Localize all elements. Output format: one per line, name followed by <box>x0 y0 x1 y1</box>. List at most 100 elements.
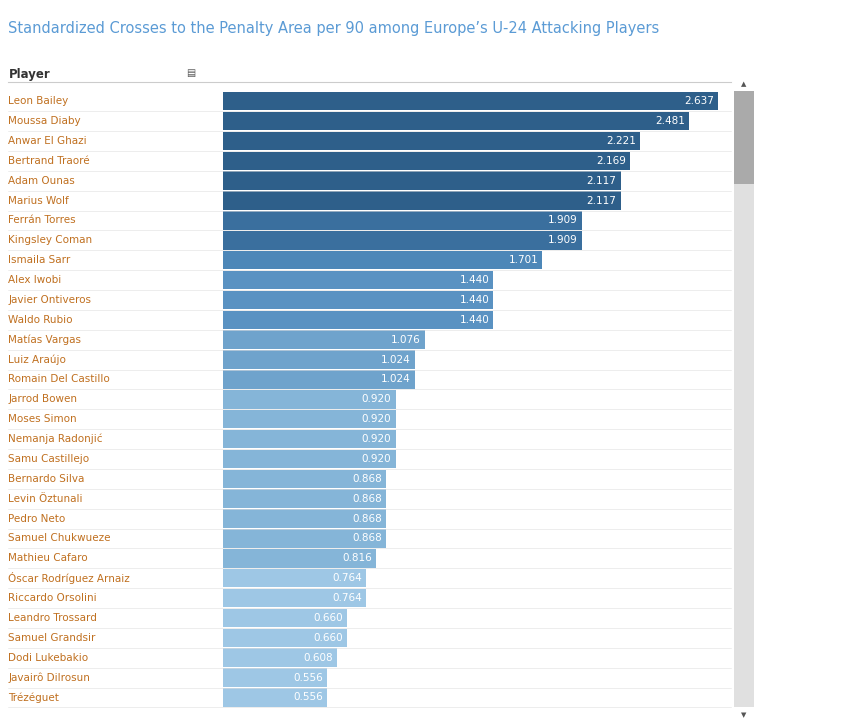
Text: 1.024: 1.024 <box>381 355 411 365</box>
FancyBboxPatch shape <box>223 151 630 170</box>
Text: 0.920: 0.920 <box>362 454 392 464</box>
Text: 2.221: 2.221 <box>606 136 636 146</box>
Text: 0.920: 0.920 <box>362 414 392 424</box>
Text: 1.440: 1.440 <box>459 314 490 325</box>
Text: 0.868: 0.868 <box>352 513 381 523</box>
Text: ▤: ▤ <box>187 67 196 78</box>
Text: Anwar El Ghazi: Anwar El Ghazi <box>8 136 87 146</box>
Text: Javairô Dilrosun: Javairô Dilrosun <box>8 672 90 683</box>
Text: Matías Vargas: Matías Vargas <box>8 335 81 345</box>
Text: 1.909: 1.909 <box>548 236 577 246</box>
Text: 1.909: 1.909 <box>548 215 577 225</box>
FancyBboxPatch shape <box>223 112 690 130</box>
Text: 0.764: 0.764 <box>333 593 362 603</box>
FancyBboxPatch shape <box>223 589 366 607</box>
FancyBboxPatch shape <box>223 529 386 548</box>
FancyBboxPatch shape <box>223 609 347 628</box>
Text: 1.701: 1.701 <box>509 255 538 265</box>
Text: Levin Öztunali: Levin Öztunali <box>8 494 83 504</box>
Text: 2.169: 2.169 <box>597 156 626 166</box>
FancyBboxPatch shape <box>223 410 396 429</box>
Text: Trézéguet: Trézéguet <box>8 692 59 703</box>
Text: 0.764: 0.764 <box>333 573 362 583</box>
Text: 0.660: 0.660 <box>313 633 343 643</box>
Text: Moses Simon: Moses Simon <box>8 414 77 424</box>
FancyBboxPatch shape <box>223 629 347 647</box>
Text: ▲: ▲ <box>741 81 746 87</box>
Text: Óscar Rodríguez Arnaiz: Óscar Rodríguez Arnaiz <box>8 572 130 584</box>
FancyBboxPatch shape <box>223 271 494 289</box>
FancyBboxPatch shape <box>223 172 620 190</box>
Text: 2.117: 2.117 <box>587 195 616 205</box>
Text: Dodi Lukebakio: Dodi Lukebakio <box>8 653 89 663</box>
Text: Romain Del Castillo: Romain Del Castillo <box>8 375 111 384</box>
Text: Moussa Diaby: Moussa Diaby <box>8 116 81 126</box>
FancyBboxPatch shape <box>223 689 327 707</box>
Text: Samuel Chukwueze: Samuel Chukwueze <box>8 533 111 544</box>
Text: Riccardo Orsolini: Riccardo Orsolini <box>8 593 97 603</box>
Text: 1.076: 1.076 <box>391 335 421 345</box>
Text: 0.868: 0.868 <box>352 494 381 504</box>
Text: Leon Bailey: Leon Bailey <box>8 96 68 106</box>
FancyBboxPatch shape <box>223 350 415 369</box>
Text: 1.024: 1.024 <box>381 375 411 384</box>
Text: 0.660: 0.660 <box>313 613 343 623</box>
Text: Kingsley Coman: Kingsley Coman <box>8 236 93 246</box>
FancyBboxPatch shape <box>223 370 415 388</box>
Text: 0.868: 0.868 <box>352 474 381 484</box>
FancyBboxPatch shape <box>223 430 396 448</box>
FancyBboxPatch shape <box>223 231 582 250</box>
FancyBboxPatch shape <box>223 449 396 468</box>
Text: Samu Castillejo: Samu Castillejo <box>8 454 89 464</box>
FancyBboxPatch shape <box>223 291 494 309</box>
Text: 0.816: 0.816 <box>342 554 372 564</box>
FancyBboxPatch shape <box>223 648 337 667</box>
Text: Waldo Rubio: Waldo Rubio <box>8 314 73 325</box>
FancyBboxPatch shape <box>223 569 366 587</box>
Text: 0.556: 0.556 <box>293 692 323 702</box>
FancyBboxPatch shape <box>223 330 425 349</box>
Text: 2.481: 2.481 <box>655 116 685 126</box>
Text: Luiz Araújo: Luiz Araújo <box>8 355 67 365</box>
FancyBboxPatch shape <box>223 311 494 329</box>
Text: Ferrán Torres: Ferrán Torres <box>8 215 76 225</box>
FancyBboxPatch shape <box>223 192 620 210</box>
Text: Player: Player <box>8 67 50 80</box>
FancyBboxPatch shape <box>733 91 754 184</box>
Text: Nemanja Radonjić: Nemanja Radonjić <box>8 434 103 444</box>
FancyBboxPatch shape <box>733 91 754 707</box>
Text: ▼: ▼ <box>741 712 746 718</box>
FancyBboxPatch shape <box>223 251 543 269</box>
FancyBboxPatch shape <box>223 131 641 150</box>
Text: Bertrand Traoré: Bertrand Traoré <box>8 156 90 166</box>
Text: 0.920: 0.920 <box>362 434 392 444</box>
FancyBboxPatch shape <box>223 668 327 687</box>
Text: Ismaila Sarr: Ismaila Sarr <box>8 255 71 265</box>
Text: Samuel Grandsir: Samuel Grandsir <box>8 633 95 643</box>
FancyBboxPatch shape <box>223 470 386 488</box>
Text: Bernardo Silva: Bernardo Silva <box>8 474 84 484</box>
Text: Jarrod Bowen: Jarrod Bowen <box>8 394 78 404</box>
FancyBboxPatch shape <box>223 211 582 230</box>
Text: Adam Ounas: Adam Ounas <box>8 176 75 186</box>
Text: Javier Ontiveros: Javier Ontiveros <box>8 295 91 305</box>
Text: 2.637: 2.637 <box>684 96 714 106</box>
Text: 0.556: 0.556 <box>293 673 323 683</box>
FancyBboxPatch shape <box>223 92 718 111</box>
FancyBboxPatch shape <box>223 549 376 567</box>
Text: 1.440: 1.440 <box>459 295 490 305</box>
Text: 0.920: 0.920 <box>362 394 392 404</box>
Text: 2.117: 2.117 <box>587 176 616 186</box>
Text: 1.440: 1.440 <box>459 275 490 285</box>
Text: Standardized Crosses to the Penalty Area per 90 among Europe’s U-24 Attacking Pl: Standardized Crosses to the Penalty Area… <box>8 22 660 37</box>
Text: Pedro Neto: Pedro Neto <box>8 513 66 523</box>
Text: Alex Iwobi: Alex Iwobi <box>8 275 62 285</box>
FancyBboxPatch shape <box>223 390 396 409</box>
Text: 0.608: 0.608 <box>303 653 333 663</box>
Text: Leandro Trossard: Leandro Trossard <box>8 613 97 623</box>
Text: 0.868: 0.868 <box>352 533 381 544</box>
Text: Mathieu Cafaro: Mathieu Cafaro <box>8 554 88 564</box>
FancyBboxPatch shape <box>223 509 386 528</box>
Text: Marius Wolf: Marius Wolf <box>8 195 69 205</box>
FancyBboxPatch shape <box>223 490 386 508</box>
